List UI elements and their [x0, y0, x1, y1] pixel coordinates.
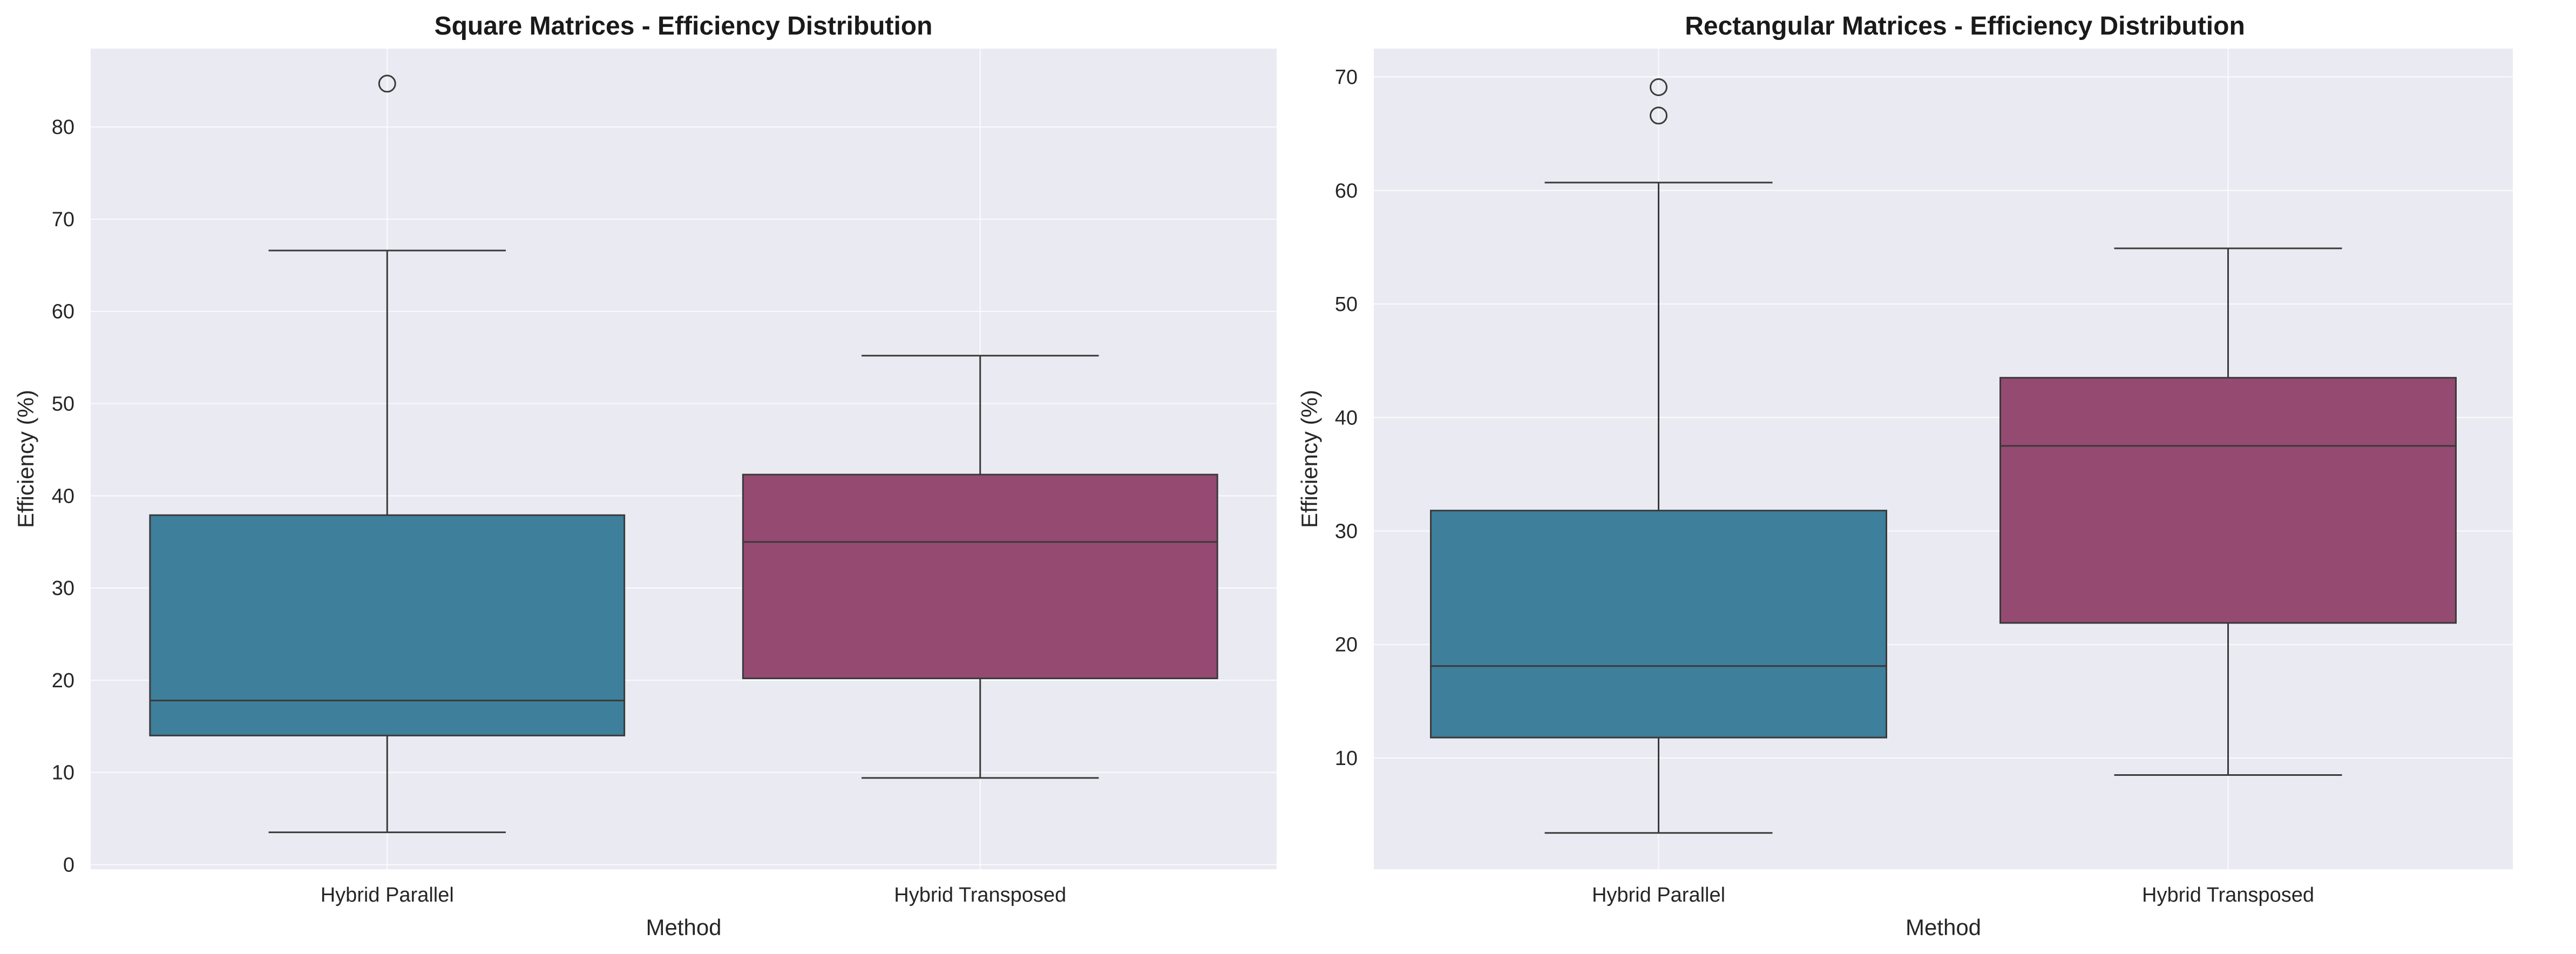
outlier-point [1650, 78, 1667, 96]
y-tick-label: 10 [1335, 747, 1358, 770]
y-tick-label: 20 [1335, 634, 1358, 657]
box-hybrid-transposed [742, 355, 1218, 779]
chart-panel-1: 10 20 30 40 50 60 70 Hybrid Parallel Hybrid Tran… [1297, 12, 2513, 940]
y-axis-label: Efficiency (%) [13, 390, 38, 528]
x-tick-label: Hybrid Parallel [1592, 884, 1725, 906]
y-tick-label: 70 [52, 208, 74, 231]
iqr-box [149, 514, 626, 736]
y-tick-label: 80 [52, 116, 74, 139]
iqr-box [1999, 377, 2457, 624]
chart-panel-0: 0 10 20 30 40 50 60 70 80 Hybrid Parallel Hybrid T… [13, 12, 1277, 940]
box-hybrid-parallel [1430, 78, 1887, 834]
y-tick-label: 40 [1335, 407, 1358, 429]
y-tick-label: 0 [63, 854, 74, 876]
y-tick-label: 30 [1335, 520, 1358, 543]
chart-title: Square Matrices - Efficiency Distributio… [435, 12, 933, 40]
y-tick-label: 50 [52, 393, 74, 416]
y-tick-label: 10 [52, 762, 74, 784]
chart-title: Rectangular Matrices - Efficiency Distri… [1685, 12, 2245, 40]
outlier-point [1650, 106, 1667, 125]
iqr-box [1430, 510, 1887, 739]
y-tick-label: 20 [52, 669, 74, 692]
x-tick-label: Hybrid Transposed [2142, 884, 2314, 906]
y-axis-label: Efficiency (%) [1297, 390, 1322, 528]
box-hybrid-transposed [1999, 247, 2457, 776]
x-tick-label: Hybrid Transposed [894, 884, 1066, 906]
outlier-point [378, 75, 396, 93]
y-tick-label: 50 [1335, 293, 1358, 316]
y-tick-label: 40 [52, 485, 74, 508]
y-tick-label: 70 [1335, 66, 1358, 89]
x-tick-label: Hybrid Parallel [321, 884, 454, 906]
box-hybrid-parallel [149, 75, 626, 834]
plot-area [91, 49, 1277, 869]
iqr-box [742, 473, 1218, 679]
y-tick-label: 60 [1335, 180, 1358, 202]
x-axis-label: Method [646, 915, 721, 940]
x-axis-label: Method [1906, 915, 1981, 940]
y-tick-label: 60 [52, 301, 74, 323]
y-tick-label: 30 [52, 577, 74, 600]
